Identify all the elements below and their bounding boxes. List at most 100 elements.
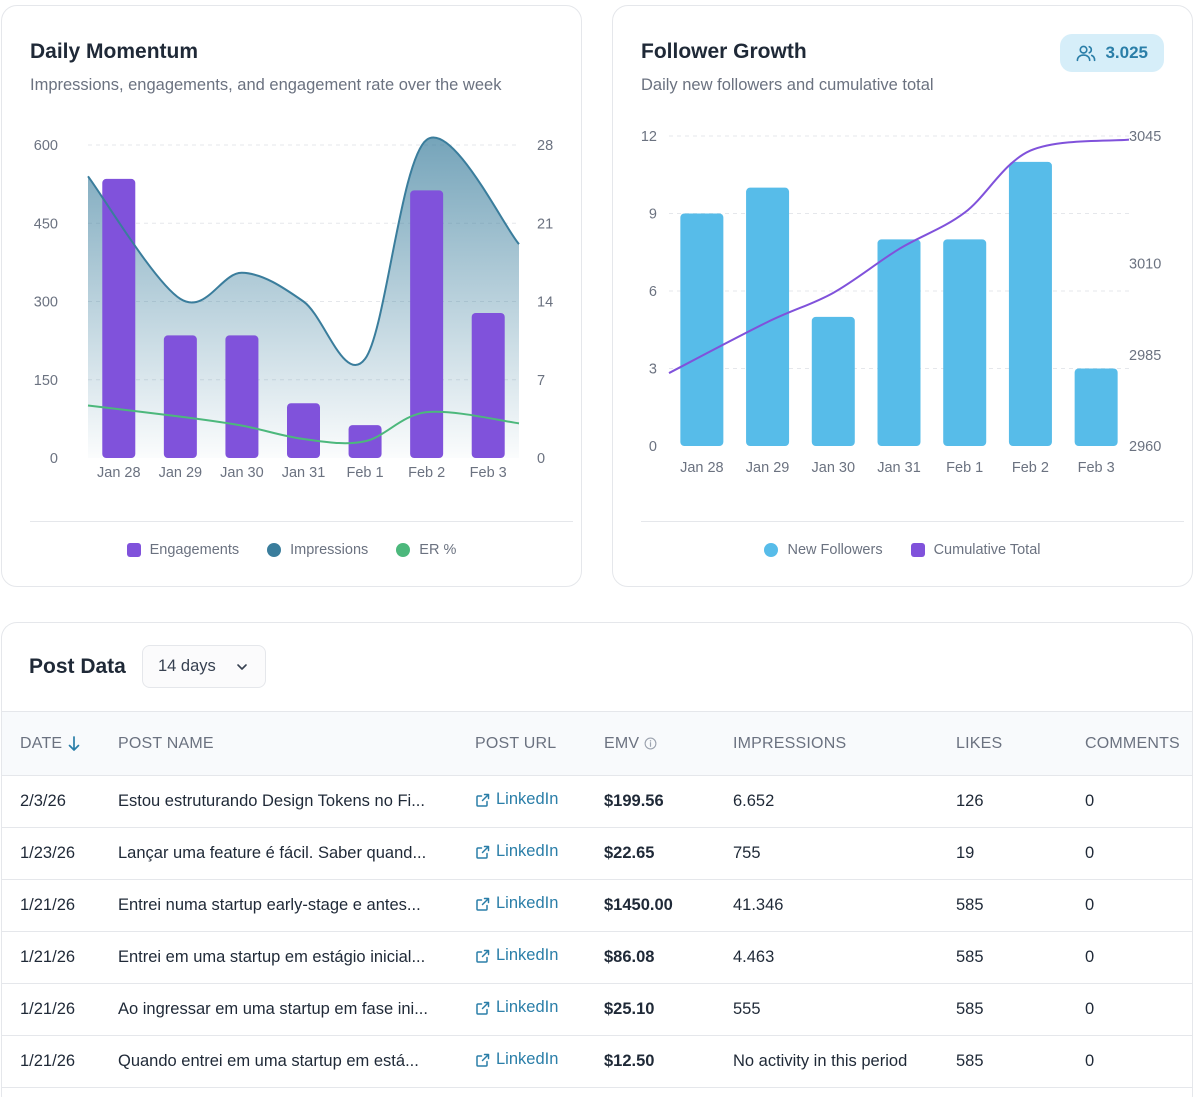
column-header-likes[interactable]: LIKES	[956, 734, 1003, 752]
x-tick-label: Feb 1	[946, 460, 983, 476]
y2-tick-label: 2960	[1129, 439, 1161, 455]
y2-tick-label: 3045	[1129, 129, 1161, 145]
cell-post-url: LinkedIn	[475, 984, 604, 1036]
posts-table: DATE POST NAME POST URL EMV	[2, 711, 1192, 1088]
cell-post-name: Lançar uma feature é fácil. Saber quand.…	[118, 844, 427, 862]
y-tick-label: 300	[34, 295, 58, 311]
cell-date: 1/21/26	[20, 1000, 76, 1018]
x-tick-label: Feb 2	[1012, 460, 1049, 476]
x-tick-label: Feb 2	[408, 465, 445, 481]
external-link-icon	[476, 1053, 490, 1067]
cell-post-name: Entrei em uma startup em estágio inicial…	[118, 948, 426, 966]
legend-label: Cumulative Total	[933, 542, 1041, 558]
daily-momentum-card: Daily Momentum Impressions, engagements,…	[1, 5, 582, 587]
y-tick-label: 450	[34, 216, 58, 232]
legend-er[interactable]: ER %	[396, 542, 456, 558]
cell-post-name: Entrei numa startup early-stage e antes.…	[118, 896, 421, 914]
column-header-impressions[interactable]: IMPRESSIONS	[733, 734, 847, 752]
cell-comments: 0	[1085, 948, 1095, 966]
post-link-label: LinkedIn	[496, 842, 559, 861]
cell-post-url: LinkedIn	[475, 880, 604, 932]
engagements-bar	[471, 312, 505, 458]
new-followers-bar	[746, 187, 790, 446]
column-header-comments[interactable]: COMMENTS	[1085, 734, 1180, 752]
post-link[interactable]: LinkedIn	[475, 1050, 558, 1069]
column-header-date[interactable]: DATE	[2, 712, 118, 776]
growth-title: Follower Growth	[641, 40, 807, 63]
new-followers-bar	[1008, 161, 1052, 447]
cell-emv: $86.08	[604, 948, 655, 966]
cell-impressions: 755	[733, 844, 761, 862]
column-header-label: DATE	[20, 734, 63, 752]
post-link[interactable]: LinkedIn	[475, 894, 558, 913]
external-link-icon	[476, 1001, 490, 1015]
cell-impressions: 555	[733, 1000, 761, 1018]
legend-new-followers[interactable]: New Followers	[764, 542, 883, 558]
y2-tick-label: 14	[537, 295, 553, 311]
column-header-post-url[interactable]: POST URL	[475, 734, 557, 752]
column-header-label: EMV	[604, 734, 640, 752]
post-link[interactable]: LinkedIn	[475, 998, 558, 1017]
y2-tick-label: 2985	[1129, 348, 1161, 364]
column-header-post-name[interactable]: POST NAME	[118, 734, 214, 752]
cell-date: 2/3/26	[20, 792, 66, 810]
table-row[interactable]: 1/21/26 Entrei em uma startup em estágio…	[2, 932, 1192, 984]
cell-date: 1/21/26	[20, 948, 76, 966]
x-tick-label: Feb 1	[347, 465, 384, 481]
cell-post-name: Ao ingressar em uma startup em fase ini.…	[118, 1000, 428, 1018]
cell-emv: $22.65	[604, 844, 655, 862]
post-link[interactable]: LinkedIn	[475, 842, 558, 861]
legend-label: Impressions	[290, 542, 369, 558]
y-tick-label: 0	[649, 439, 657, 455]
x-tick-label: Jan 31	[877, 460, 921, 476]
date-range-value: 14 days	[158, 657, 216, 675]
y-tick-label: 150	[34, 373, 58, 389]
y2-tick-label: 21	[537, 216, 553, 232]
legend-cumulative-total[interactable]: Cumulative Total	[910, 542, 1041, 558]
post-link[interactable]: LinkedIn	[475, 790, 558, 809]
date-range-select[interactable]: 14 days	[142, 645, 266, 688]
new-followers-bar	[943, 239, 987, 446]
cell-comments: 0	[1085, 1052, 1095, 1070]
post-link[interactable]: LinkedIn	[475, 946, 558, 965]
cell-likes: 126	[956, 792, 984, 810]
info-icon[interactable]	[644, 737, 657, 750]
cell-likes: 19	[956, 844, 975, 862]
legend-impressions[interactable]: Impressions	[267, 542, 368, 558]
external-link-icon	[476, 949, 490, 963]
table-row[interactable]: 1/21/26 Entrei numa startup early-stage …	[2, 880, 1192, 932]
table-row[interactable]: 1/21/26 Ao ingressar em uma startup em f…	[2, 984, 1192, 1036]
y-tick-label: 3	[649, 362, 657, 378]
cell-comments: 0	[1085, 844, 1095, 862]
legend-engagements[interactable]: Engagements	[126, 542, 239, 558]
x-tick-label: Jan 28	[680, 460, 724, 476]
post-data-card: Post Data 14 days DATE POST NAME P	[1, 622, 1193, 1097]
column-header-emv[interactable]: EMV	[604, 712, 733, 776]
cell-post-url: LinkedIn	[475, 776, 604, 828]
sort-arrow-down-icon[interactable]	[67, 735, 81, 753]
follower-count-badge: 3.025	[1060, 34, 1164, 72]
er-line	[87, 404, 520, 445]
legend-label: ER %	[419, 542, 457, 558]
post-data-title: Post Data	[29, 655, 126, 678]
table-row[interactable]: 1/23/26 Lançar uma feature é fácil. Sabe…	[2, 828, 1192, 880]
y2-tick-label: 3010	[1129, 257, 1161, 273]
momentum-chart: 0 150 300 450 600 0 7 14 21 28 Jan 28 Jan 29 Jan 30 J…	[34, 136, 553, 481]
cell-impressions: 4.463	[733, 948, 775, 966]
y2-tick-label: 28	[537, 138, 553, 154]
cell-post-url: LinkedIn	[475, 1036, 604, 1088]
x-tick-label: Jan 28	[97, 465, 141, 481]
cell-post-url: LinkedIn	[475, 932, 604, 984]
engagements-bar	[287, 403, 320, 458]
table-row[interactable]: 1/21/26 Quando entrei em uma startup em …	[2, 1036, 1192, 1088]
momentum-legend-divider	[30, 521, 573, 522]
y2-tick-label: 0	[537, 451, 545, 467]
post-data-header: Post Data 14 days	[2, 623, 1192, 711]
table-row[interactable]: 2/3/26 Estou estruturando Design Tokens …	[2, 776, 1192, 828]
x-tick-label: Jan 30	[220, 465, 264, 481]
cumulative-total-swatch	[910, 543, 925, 557]
external-link-icon	[476, 845, 490, 859]
post-link-label: LinkedIn	[496, 998, 559, 1017]
cell-likes: 585	[956, 948, 984, 966]
cell-date: 1/21/26	[20, 1052, 76, 1070]
